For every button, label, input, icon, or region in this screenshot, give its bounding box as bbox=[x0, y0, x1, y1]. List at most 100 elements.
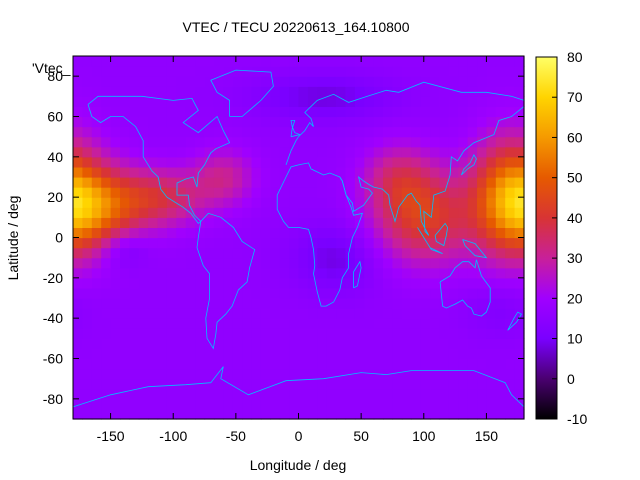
heatmap-cell bbox=[448, 187, 459, 198]
heatmap-cell bbox=[448, 388, 459, 400]
heatmap-cell bbox=[336, 56, 347, 67]
heatmap-cell bbox=[289, 348, 300, 360]
heatmap-cell bbox=[486, 116, 497, 128]
heatmap-cell bbox=[383, 156, 394, 168]
heatmap-cell bbox=[336, 76, 347, 87]
heatmap-cell bbox=[270, 388, 281, 400]
heatmap-cell bbox=[82, 96, 93, 108]
heatmap-cell bbox=[392, 368, 403, 380]
heatmap-cell bbox=[166, 257, 177, 269]
heatmap-cell bbox=[148, 388, 159, 400]
heatmap-cell bbox=[364, 408, 375, 420]
heatmap-cell bbox=[411, 96, 422, 108]
heatmap-cell bbox=[204, 358, 215, 370]
heatmap-cell bbox=[458, 328, 469, 339]
heatmap-cell bbox=[213, 66, 224, 77]
heatmap-cell bbox=[307, 338, 318, 350]
heatmap-cell bbox=[110, 177, 121, 188]
heatmap-cell bbox=[260, 116, 271, 128]
heatmap-cell bbox=[204, 76, 215, 87]
heatmap-cell bbox=[260, 257, 271, 269]
heatmap-cell bbox=[495, 408, 506, 420]
heatmap-cell bbox=[204, 328, 215, 339]
heatmap-cell bbox=[467, 156, 478, 168]
heatmap-cell bbox=[411, 187, 422, 198]
heatmap-cell bbox=[364, 86, 375, 97]
heatmap-cell bbox=[176, 86, 187, 97]
coastline bbox=[339, 106, 525, 236]
heatmap-cell bbox=[232, 257, 243, 269]
heatmap-cell bbox=[176, 408, 187, 420]
heatmap-cell bbox=[345, 287, 356, 299]
heatmap-cell bbox=[157, 146, 168, 158]
key-label: 'Vtec_ bbox=[32, 60, 71, 76]
heatmap-cell bbox=[176, 247, 187, 259]
heatmap-cell bbox=[289, 76, 300, 87]
heatmap-cell bbox=[251, 106, 262, 118]
heatmap-cell bbox=[467, 227, 478, 239]
heatmap-cell bbox=[326, 247, 337, 259]
heatmap-cell bbox=[185, 96, 196, 108]
heatmap-cell bbox=[336, 217, 347, 229]
heatmap-cell bbox=[307, 56, 318, 67]
heatmap-cell bbox=[157, 227, 168, 239]
heatmap-cell bbox=[458, 368, 469, 380]
heatmap-cell bbox=[477, 106, 488, 118]
heatmap-cell bbox=[448, 338, 459, 350]
heatmap-cell bbox=[176, 398, 187, 410]
heatmap-cell bbox=[138, 187, 149, 198]
heatmap-cell bbox=[101, 146, 112, 158]
heatmap-cell bbox=[373, 348, 384, 360]
heatmap-cell bbox=[354, 66, 365, 77]
heatmap-cell bbox=[260, 166, 271, 178]
heatmap-cell bbox=[420, 308, 431, 319]
heatmap-cell bbox=[439, 136, 450, 148]
heatmap-cell bbox=[345, 86, 356, 97]
heatmap-cell bbox=[91, 318, 102, 329]
heatmap-cell bbox=[223, 86, 234, 97]
heatmap-cell bbox=[495, 197, 506, 208]
heatmap-cell bbox=[148, 86, 159, 97]
heatmap-cell bbox=[430, 106, 441, 118]
heatmap-cell bbox=[401, 136, 412, 148]
heatmap-cell bbox=[364, 116, 375, 128]
heatmap-cell bbox=[195, 66, 206, 77]
heatmap-cell bbox=[430, 398, 441, 410]
heatmap-cell bbox=[185, 177, 196, 188]
heatmap-cell bbox=[251, 287, 262, 299]
heatmap-cell bbox=[345, 177, 356, 188]
heatmap-cell bbox=[458, 388, 469, 400]
heatmap-cell bbox=[232, 126, 243, 138]
heatmap-cell bbox=[336, 106, 347, 118]
heatmap-cell bbox=[82, 177, 93, 188]
heatmap-cell bbox=[110, 66, 121, 77]
heatmap-cell bbox=[317, 116, 328, 128]
heatmap-cell bbox=[298, 177, 309, 188]
heatmap-cell bbox=[439, 116, 450, 128]
heatmap-cell bbox=[477, 328, 488, 339]
heatmap-cell bbox=[279, 106, 290, 118]
heatmap-cell bbox=[110, 116, 121, 128]
heatmap-cell bbox=[448, 368, 459, 380]
heatmap-cell bbox=[176, 187, 187, 198]
heatmap-cell bbox=[204, 197, 215, 208]
heatmap-cell bbox=[354, 338, 365, 350]
heatmap-cell bbox=[495, 86, 506, 97]
heatmap-cell bbox=[430, 348, 441, 360]
heatmap-cell bbox=[260, 187, 271, 198]
heatmap-cell bbox=[411, 338, 422, 350]
heatmap-cell bbox=[166, 136, 177, 148]
heatmap-cell bbox=[138, 136, 149, 148]
heatmap-cell bbox=[336, 358, 347, 370]
heatmap-cell bbox=[148, 308, 159, 319]
heatmap-cell bbox=[467, 166, 478, 178]
heatmap-cell bbox=[505, 358, 516, 370]
heatmap-cell bbox=[213, 187, 224, 198]
heatmap-cell bbox=[383, 247, 394, 259]
heatmap-cell bbox=[514, 56, 525, 67]
coastline bbox=[196, 212, 256, 350]
heatmap-cell bbox=[213, 237, 224, 249]
heatmap-cell bbox=[223, 166, 234, 178]
heatmap-cell bbox=[101, 247, 112, 259]
heatmap-cell bbox=[383, 257, 394, 269]
